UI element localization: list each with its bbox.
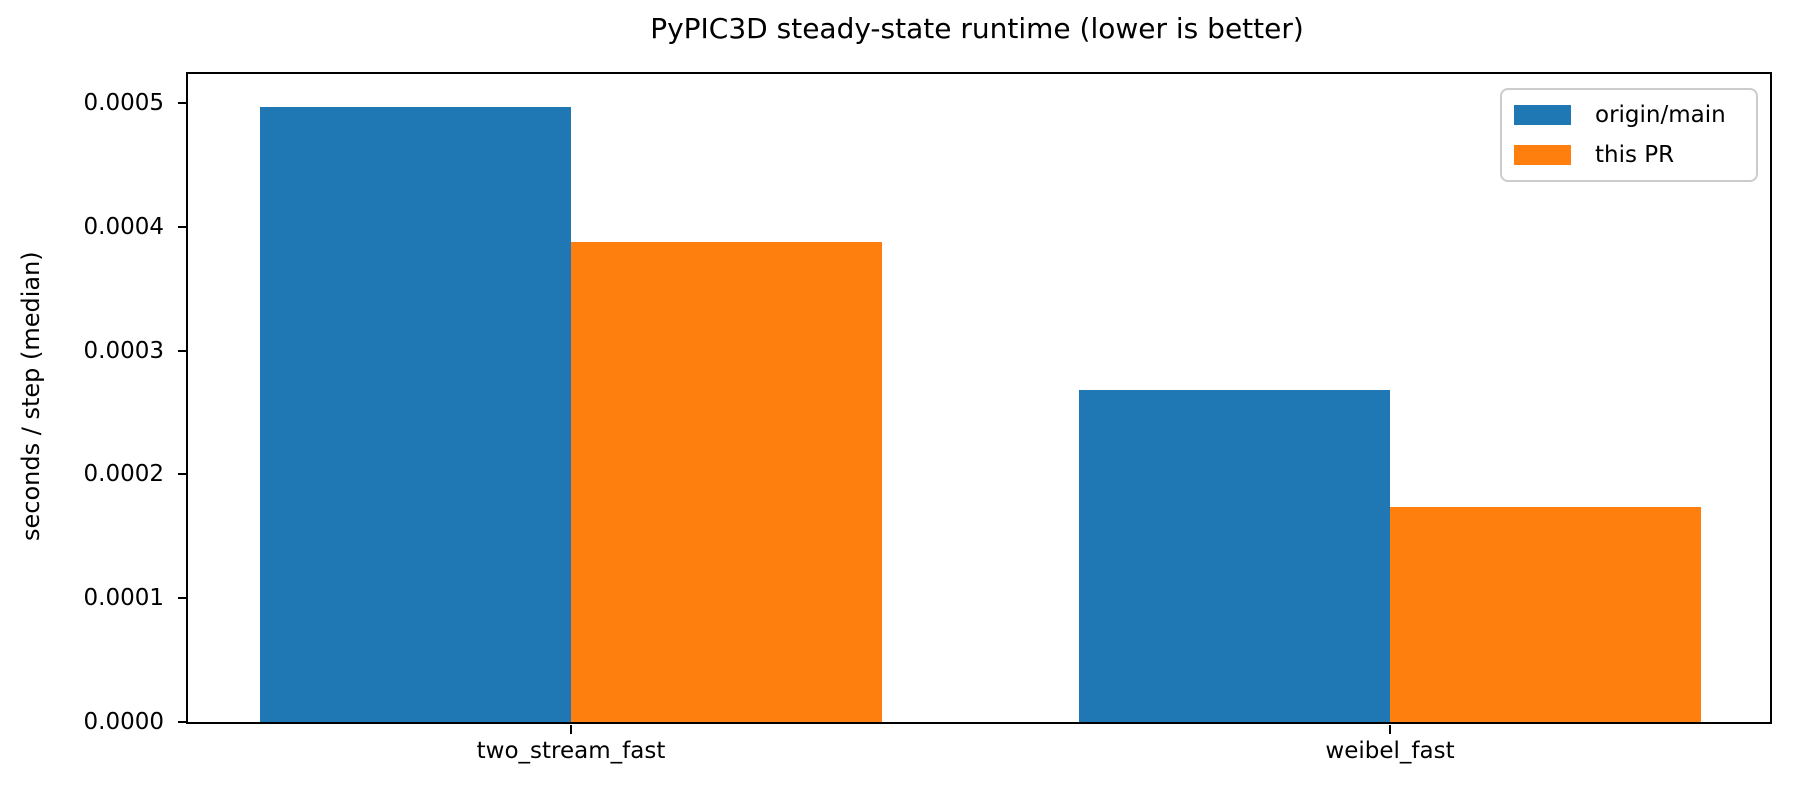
legend-item-origin-main: origin/main bbox=[1514, 102, 1744, 128]
plot-area: 0.0000 0.0001 0.0002 0.0003 0.0004 0.0005 two… bbox=[84, 72, 1772, 764]
y-axis-label: seconds / step (median) bbox=[17, 251, 45, 541]
legend-item-this-pr: this PR bbox=[1514, 142, 1744, 168]
y-tick-mark bbox=[178, 101, 186, 104]
legend-swatch-origin-main bbox=[1514, 105, 1571, 125]
y-tick-mark bbox=[178, 225, 186, 228]
x-tick-mark bbox=[1389, 725, 1391, 734]
y-tick-label: 0.0004 bbox=[83, 213, 164, 240]
bar-origin-main-weibel_fast bbox=[1078, 390, 1390, 722]
legend: origin/main this PR bbox=[1500, 88, 1758, 182]
y-tick-label: 0.0000 bbox=[83, 709, 164, 735]
y-tick-mark bbox=[178, 473, 186, 476]
y-tick-label: 0.0002 bbox=[83, 461, 164, 488]
legend-label-this-pr: this PR bbox=[1595, 142, 1675, 168]
chart-title: PyPIC3D steady-state runtime (lower is b… bbox=[650, 12, 1304, 45]
x-tick-label-weibel-fast: weibel_fast bbox=[1325, 738, 1455, 764]
x-tick-label-two-stream-fast: two_stream_fast bbox=[476, 738, 666, 764]
legend-label-origin-main: origin/main bbox=[1595, 102, 1726, 128]
x-tick-mark bbox=[570, 725, 572, 734]
y-tick-mark bbox=[178, 721, 186, 723]
y-tick-label: 0.0005 bbox=[83, 89, 164, 116]
bar-origin-main-two_stream_fast bbox=[259, 106, 571, 722]
y-tick-label: 0.0001 bbox=[83, 585, 164, 612]
y-tick-mark bbox=[178, 349, 186, 352]
y-tick-label: 0.0003 bbox=[83, 337, 164, 364]
legend-swatch-this-pr bbox=[1514, 145, 1571, 165]
bar-this-pr-weibel_fast bbox=[1390, 506, 1702, 722]
bar-this-pr-two_stream_fast bbox=[571, 241, 883, 722]
y-tick-mark bbox=[178, 597, 186, 600]
